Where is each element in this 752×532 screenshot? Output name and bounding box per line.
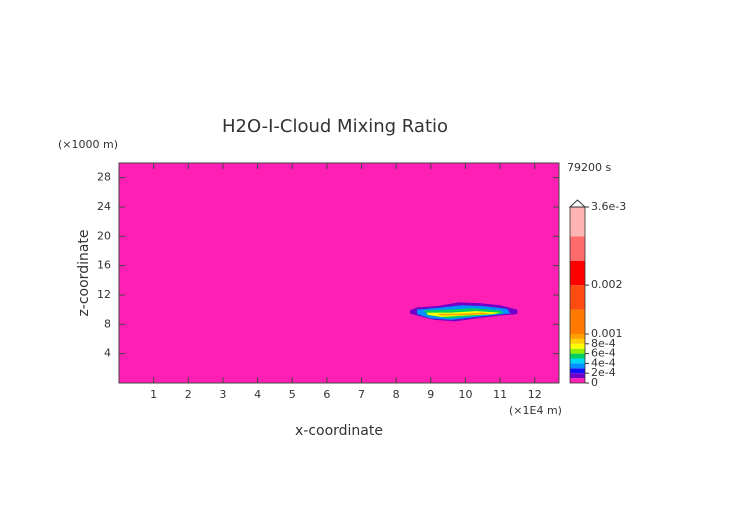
colorbar-band bbox=[570, 348, 585, 354]
colorbar-tick-label: 2e-4 bbox=[591, 366, 616, 379]
colorbar-band bbox=[570, 309, 585, 334]
colorbar-tick-label: 8e-4 bbox=[591, 337, 616, 350]
field bbox=[119, 163, 559, 383]
colorbar-tick-label: 0 bbox=[591, 376, 598, 389]
colorbar-frame bbox=[569, 206, 586, 384]
y-tick-label: 24 bbox=[97, 200, 111, 213]
x-unit: (×1E4 m) bbox=[509, 404, 562, 417]
colorbar-arrow bbox=[568, 199, 587, 208]
colorbar-tick-label: 3.6e-3 bbox=[591, 200, 626, 213]
colorbar-band bbox=[570, 378, 585, 383]
colorbar-band bbox=[570, 353, 585, 359]
x-tick-label: 8 bbox=[393, 388, 400, 401]
contour-fill bbox=[437, 312, 490, 316]
colorbar-band bbox=[570, 343, 585, 349]
colorbar-band bbox=[570, 236, 585, 261]
x-tick-label: 6 bbox=[323, 388, 330, 401]
x-tick-label: 7 bbox=[358, 388, 365, 401]
colorbar-band bbox=[570, 363, 585, 369]
colorbar-band bbox=[570, 260, 585, 286]
chart-title: H2O-I-Cloud Mixing Ratio bbox=[222, 116, 448, 137]
y-tick-label: 8 bbox=[104, 317, 111, 330]
colorbar-band bbox=[570, 358, 585, 364]
colorbar-band bbox=[570, 334, 585, 339]
x-axis-label: x-coordinate bbox=[295, 423, 383, 439]
y-tick-label: 20 bbox=[97, 229, 111, 242]
plot-frame bbox=[118, 162, 560, 384]
x-tick-label: 1 bbox=[150, 388, 157, 401]
x-tick-label: 2 bbox=[185, 388, 192, 401]
y-tick-label: 28 bbox=[97, 171, 111, 184]
colorbar-band bbox=[570, 373, 585, 379]
y-axis-label: z-coordinate bbox=[76, 229, 92, 316]
y-tick-label: 16 bbox=[97, 259, 111, 272]
colorbar-band bbox=[570, 338, 585, 344]
x-tick-label: 12 bbox=[528, 388, 542, 401]
x-tick-label: 5 bbox=[289, 388, 296, 401]
x-tick-label: 9 bbox=[427, 388, 434, 401]
colorbar-band bbox=[570, 368, 585, 374]
colorbar-tick-label: 4e-4 bbox=[591, 356, 616, 369]
x-tick-label: 4 bbox=[254, 388, 261, 401]
y-tick-label: 4 bbox=[104, 347, 111, 360]
x-tick-label: 10 bbox=[458, 388, 472, 401]
time-label: 79200 s bbox=[567, 161, 611, 174]
x-tick-label: 3 bbox=[219, 388, 226, 401]
colorbar-band bbox=[570, 285, 585, 310]
colorbar-tick-label: 0.002 bbox=[591, 278, 623, 291]
colorbar-band bbox=[570, 207, 585, 237]
y-tick-label: 12 bbox=[97, 288, 111, 301]
y-unit: (×1000 m) bbox=[58, 138, 118, 151]
colorbar-tick-label: 6e-4 bbox=[591, 347, 616, 360]
x-tick-label: 11 bbox=[493, 388, 507, 401]
colorbar-tick-label: 0.001 bbox=[591, 327, 623, 340]
